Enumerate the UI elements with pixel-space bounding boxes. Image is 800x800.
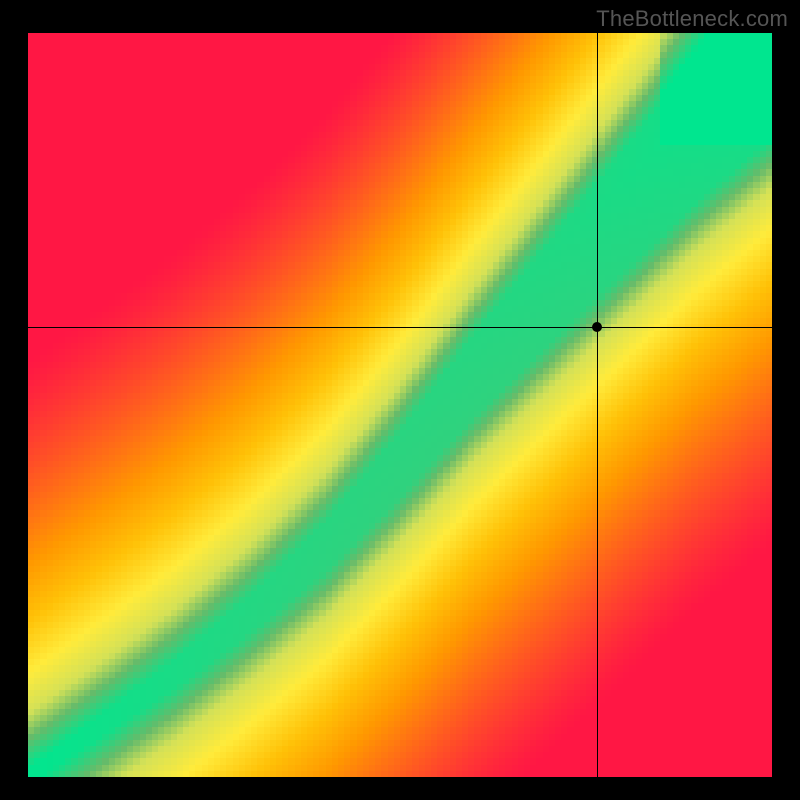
plot-area <box>28 33 772 777</box>
watermark-text: TheBottleneck.com <box>596 6 788 32</box>
heatmap-canvas <box>28 33 772 777</box>
crosshair-vertical <box>597 33 598 777</box>
chart-container: TheBottleneck.com <box>0 0 800 800</box>
crosshair-marker[interactable] <box>592 322 602 332</box>
crosshair-horizontal <box>28 327 772 328</box>
